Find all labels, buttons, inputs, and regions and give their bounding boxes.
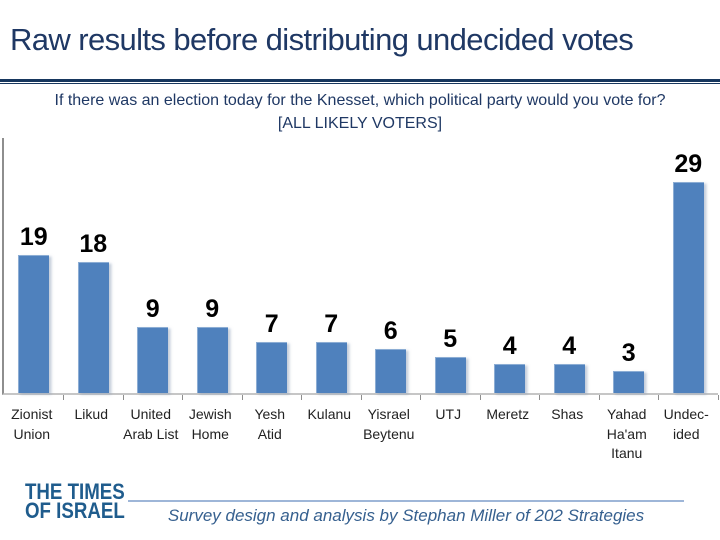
bar-value-label: 7: [324, 310, 339, 338]
bar: [553, 364, 585, 393]
times-of-israel-logo: THE TIMES OF ISRAEL: [25, 479, 125, 523]
credit-text: Survey design and analysis by Stephan Mi…: [167, 506, 645, 525]
bar-value-label: 3: [621, 339, 636, 367]
bar-value-label: 9: [205, 295, 220, 323]
x-axis-tick-label: Likud: [74, 406, 108, 422]
bar: [18, 255, 50, 393]
title-divider: [0, 79, 720, 84]
bar-column: 7: [302, 138, 361, 400]
x-axis-tick-label: Shas: [551, 406, 584, 422]
bar-column: 6: [361, 138, 421, 400]
bar-value-label: 9: [145, 295, 160, 323]
bar-column: 19: [4, 138, 64, 400]
bar-value-label: 5: [443, 325, 458, 353]
bar-value-label: 7: [264, 310, 279, 338]
x-axis-tick-label: Yisrael Beytenu: [363, 406, 415, 442]
bar: [672, 182, 704, 393]
bar: [613, 371, 645, 393]
bar: [137, 327, 169, 393]
bar-column: 9: [183, 138, 242, 400]
bar: [375, 349, 407, 393]
subtitle-question: If there was an election today for the K…: [54, 92, 666, 109]
x-axis-tick-label: United Arab List: [123, 406, 179, 442]
bar-value-label: 29: [674, 150, 703, 178]
bar: [196, 327, 228, 393]
bar: [256, 342, 288, 393]
page-title: Raw results before distributing undecide…: [10, 22, 634, 57]
bar-value-label: 19: [19, 223, 48, 251]
bar-column: 9: [123, 138, 183, 400]
bar: [315, 342, 347, 393]
logo-line-1: THE TIMES: [25, 479, 125, 504]
bar: [494, 364, 526, 393]
x-axis-tick-label: Yahad Ha'am Itanu: [606, 406, 647, 461]
bar-value-label: 4: [562, 332, 577, 360]
logo-line-2: OF ISRAEL: [25, 498, 125, 523]
bar-column: 29: [659, 138, 718, 400]
bar-value-label: 4: [502, 332, 517, 360]
x-axis-tick-label: Yesh Atid: [254, 406, 286, 442]
x-axis-tick-label: UTJ: [435, 406, 462, 422]
bar: [434, 357, 466, 393]
bar-column: 3: [599, 138, 659, 400]
plot-area: 19 18 9 9 7 7 6 5 4 4 3 29: [2, 138, 718, 400]
bar-column: 7: [242, 138, 302, 400]
bar-column: 5: [421, 138, 480, 400]
footer-divider: [128, 500, 684, 502]
bar-value-label: 6: [383, 317, 398, 345]
bar-column: 4: [540, 138, 599, 400]
bar: [77, 262, 109, 393]
x-axis-tick-label: Zionist Union: [11, 406, 53, 442]
x-axis-tick-label: Jewish Home: [188, 406, 232, 442]
bar-value-label: 18: [79, 230, 108, 258]
x-axis-labels: Zionist Union Likud United Arab List Jewish…: [2, 405, 716, 464]
x-axis-tick-label: Kulanu: [307, 406, 352, 422]
x-axis-tick-label: Meretz: [486, 406, 530, 422]
subtitle-population: [ALL LIKELY VOTERS]: [277, 115, 443, 132]
bar-chart: 19 18 9 9 7 7 6 5 4 4 3 29 Zionist Union Likud United…: [2, 138, 718, 464]
bar-column: 4: [480, 138, 540, 400]
x-axis-tick-label: Undec- ided: [663, 406, 709, 442]
bar-column: 18: [64, 138, 124, 400]
